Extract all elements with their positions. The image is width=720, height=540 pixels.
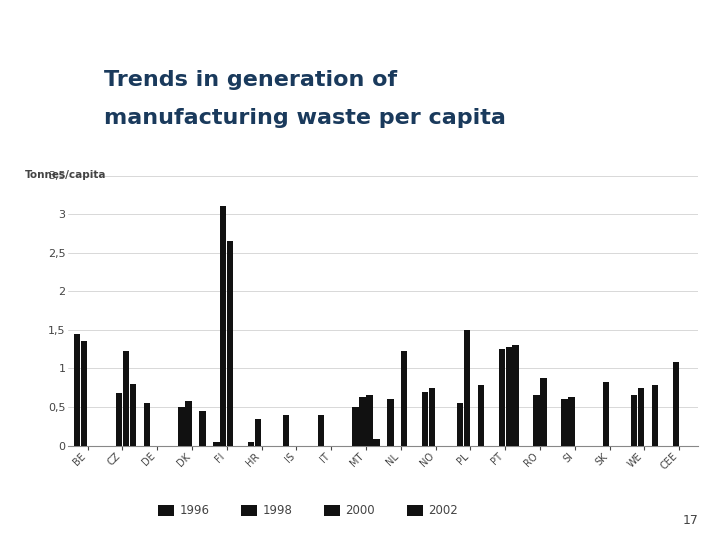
Bar (213, 442, 220, 446)
Bar (672, 362, 679, 446)
Bar (652, 386, 658, 446)
Bar (505, 347, 512, 446)
Bar (464, 330, 470, 446)
Bar (477, 386, 484, 446)
Bar (631, 395, 637, 445)
Bar (422, 392, 428, 446)
Bar (158, 505, 174, 516)
Bar (143, 403, 150, 445)
Bar (227, 241, 233, 446)
Bar (255, 418, 261, 445)
Bar (366, 395, 373, 445)
Bar (185, 401, 192, 446)
Bar (359, 397, 366, 445)
Bar (283, 415, 289, 446)
Text: Tonnes/capita: Tonnes/capita (25, 170, 107, 180)
Text: 17: 17 (683, 514, 698, 526)
Bar (116, 393, 122, 446)
Bar (540, 377, 546, 446)
Bar (498, 349, 505, 446)
Text: manufacturing waste per capita: manufacturing waste per capita (104, 108, 506, 128)
Text: 1998: 1998 (263, 504, 292, 517)
Bar (429, 388, 436, 445)
Text: Trends in generation of: Trends in generation of (104, 70, 397, 90)
Bar (199, 411, 206, 446)
Bar (534, 395, 540, 445)
Text: 2002: 2002 (428, 504, 458, 517)
Bar (352, 407, 359, 446)
Bar (81, 341, 87, 446)
Bar (130, 384, 136, 446)
Bar (401, 352, 408, 446)
Bar (561, 399, 567, 446)
Bar (373, 440, 379, 445)
Bar (387, 399, 394, 446)
Bar (179, 407, 185, 446)
Bar (407, 505, 423, 516)
Bar (220, 206, 227, 446)
Bar (603, 382, 609, 446)
Bar (456, 403, 463, 445)
Bar (122, 350, 129, 446)
Bar (638, 388, 644, 445)
Bar (568, 397, 575, 445)
Bar (74, 334, 81, 445)
Bar (513, 345, 519, 446)
Bar (248, 442, 254, 446)
Bar (241, 505, 257, 516)
Text: 2000: 2000 (346, 504, 375, 517)
Bar (318, 415, 324, 446)
Text: 1996: 1996 (180, 504, 210, 517)
Bar (324, 505, 340, 516)
